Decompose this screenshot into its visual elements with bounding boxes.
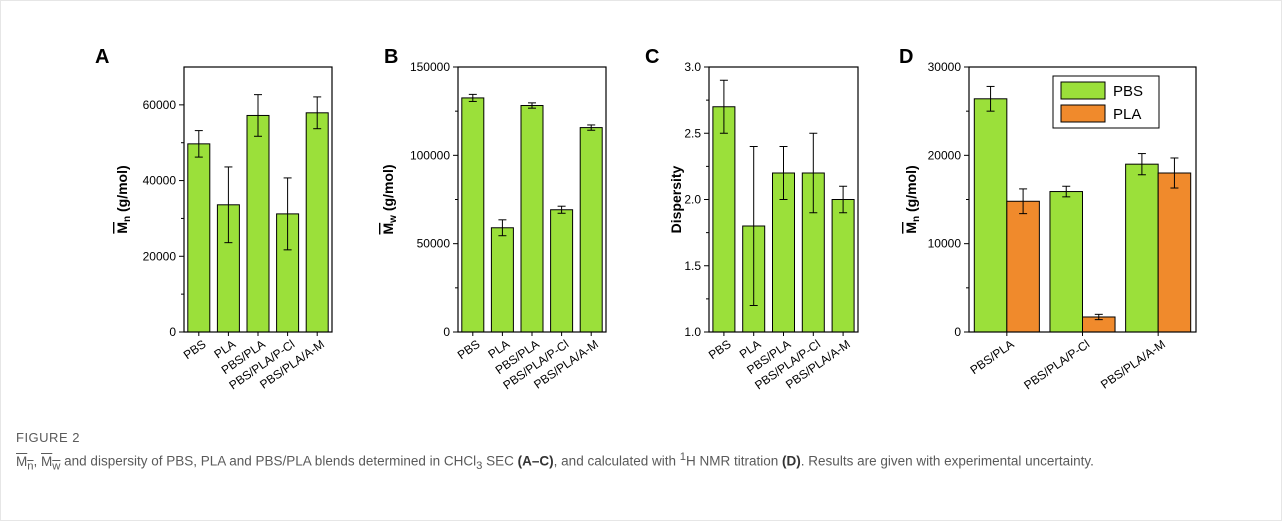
bar-b-2 [520, 105, 544, 333]
legend-swatch [1060, 81, 1106, 100]
y-axis-label: Mn (g/mol) [114, 165, 133, 233]
bar-d-1-s0 [1049, 191, 1084, 333]
panel-letter: D [899, 46, 913, 68]
bar-b-4 [579, 127, 603, 333]
y-tick-label: 40000 [143, 174, 177, 188]
legend-entry: PLA [1113, 106, 1141, 123]
y-tick-label: 150000 [410, 60, 450, 74]
y-tick-label: 50000 [417, 237, 451, 251]
bar-a-4 [305, 112, 329, 333]
bar-d-0-s1 [1006, 200, 1040, 333]
bar-d-2-s0 [1125, 163, 1159, 333]
bar-a-2 [246, 114, 270, 333]
bar-b-3 [550, 209, 574, 333]
caption-mw: Mw [41, 453, 61, 473]
x-tick-label: PBS/PLA [968, 337, 1017, 377]
bar-d-2-s1 [1157, 172, 1192, 333]
y-tick-label: 20000 [928, 148, 962, 162]
panel-letter: A [95, 46, 109, 68]
caption-mn: Mn [16, 453, 34, 473]
bar-c-0 [712, 106, 736, 333]
x-tick-label: PBS/PLA/P-Cl [1021, 337, 1092, 392]
y-tick-label: 20000 [143, 249, 177, 263]
panel-letter: C [645, 46, 659, 68]
y-tick-label: 1.0 [684, 325, 701, 339]
caption-label: FIGURE 2 [16, 430, 80, 445]
bar-b-1 [490, 227, 514, 333]
legend-entry: PBS [1113, 83, 1143, 100]
legend-swatch [1060, 104, 1106, 123]
bar-a-0 [187, 143, 211, 333]
y-tick-label: 10000 [928, 237, 962, 251]
panel-letter: B [384, 46, 398, 68]
axes-frame [183, 66, 333, 333]
y-axis-label: Dispersity [668, 165, 684, 233]
y-tick-label: 2.0 [684, 193, 701, 207]
panel-d: D PBS/PLA PBS/PLA/P-Cl PBS/PLA/A-M 0 10000 200… [899, 46, 1197, 392]
x-tick-label: PBS [181, 337, 209, 362]
x-tick-label: PBS [706, 337, 734, 362]
y-tick-label: 100000 [410, 148, 450, 162]
y-tick-label: 3.0 [684, 60, 701, 74]
bar-c-4 [831, 199, 855, 333]
bar-b-0 [461, 97, 485, 333]
y-tick-label: 1.5 [684, 259, 701, 273]
y-tick-label: 0 [954, 325, 961, 339]
y-tick-label: 2.5 [684, 126, 701, 140]
y-tick-label: 0 [443, 325, 450, 339]
y-axis-label: Mn (g/mol) [903, 165, 922, 233]
y-axis-label: Mw (g/mol) [380, 165, 399, 235]
y-tick-label: 0 [169, 325, 176, 339]
bar-d-0-s0 [973, 98, 1008, 333]
caption-text: Mn, Mw and dispersity of PBS, PLA and PB… [16, 451, 1094, 473]
y-tick-label: 60000 [143, 98, 177, 112]
figure-caption: FIGURE 2 Mn, Mw and dispersity of PBS, P… [16, 429, 1266, 475]
x-tick-label: PBS [455, 337, 483, 362]
x-tick-label: PBS/PLA/A-M [1098, 337, 1168, 392]
y-tick-label: 30000 [928, 60, 962, 74]
